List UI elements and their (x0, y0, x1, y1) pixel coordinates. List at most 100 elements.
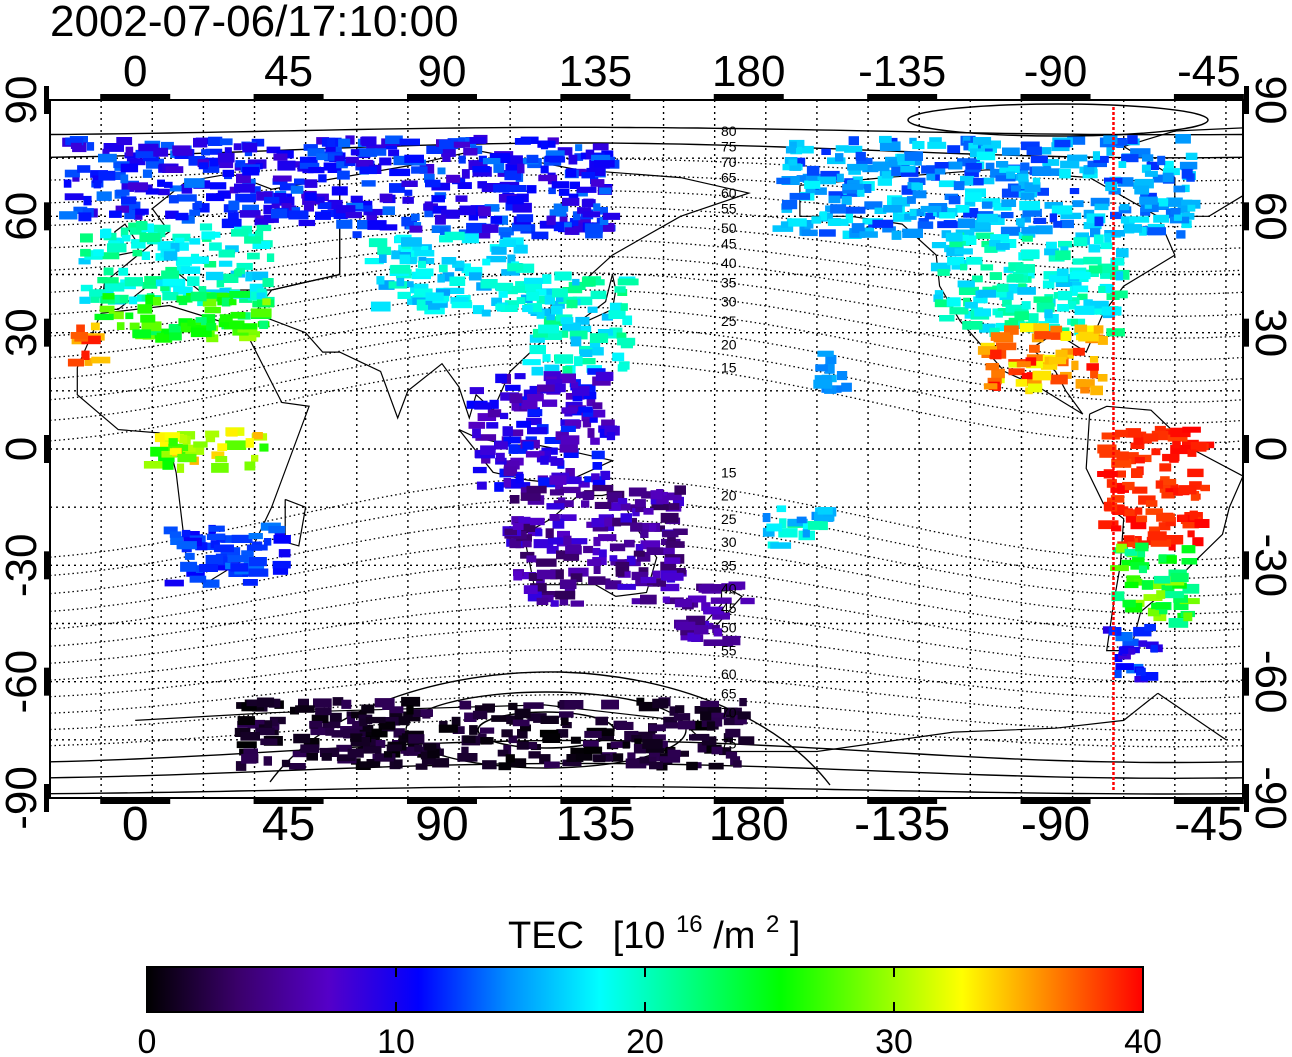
tec-cell (543, 316, 563, 326)
tec-cell (836, 173, 844, 182)
top-lon-tick-label: 45 (264, 47, 313, 96)
tec-cell (192, 203, 200, 210)
tec-cell (570, 538, 588, 545)
tec-cell (102, 293, 115, 300)
tec-cell (165, 210, 179, 219)
tec-cell (996, 161, 1009, 168)
tec-cell (1144, 623, 1156, 632)
tec-cell (489, 399, 499, 409)
tec-cell (933, 294, 942, 302)
tec-cell (531, 366, 544, 376)
tec-cell (1090, 385, 1103, 396)
tec-cell (527, 427, 548, 435)
tec-cell (246, 699, 259, 707)
tec-cell (418, 257, 427, 264)
tec-cell (947, 256, 965, 266)
tec-cell (1192, 537, 1204, 547)
tec-cell (1101, 432, 1120, 440)
japan-coast (577, 274, 617, 326)
tec-cell (1076, 293, 1088, 301)
tec-cell (1172, 440, 1181, 449)
tec-cell (954, 248, 973, 255)
colorbar-tick-label: 0 (138, 1023, 157, 1057)
tec-cell (325, 727, 335, 736)
tec-cell (401, 733, 413, 740)
tec-cell (503, 436, 521, 444)
tec-cell (830, 204, 846, 214)
tec-cell (490, 216, 503, 224)
tec-cell (568, 405, 587, 412)
tec-cell (607, 492, 622, 503)
tec-cell (469, 272, 482, 281)
tec-cell (1027, 383, 1043, 393)
tec-cell (960, 236, 970, 246)
tec-cell (1089, 308, 1105, 315)
tec-cell (176, 295, 193, 303)
tec-cell (728, 581, 746, 590)
tec-cell (558, 188, 570, 196)
tec-cell (708, 762, 724, 770)
tec-cell (630, 522, 643, 532)
tec-cell (1008, 368, 1025, 376)
tec-region-gulf-mexico (977, 323, 1108, 396)
tec-cell (121, 196, 137, 205)
tec-cell (350, 733, 362, 742)
tec-cell (527, 394, 544, 402)
tec-cell (636, 552, 651, 562)
tec-cell (453, 141, 470, 148)
tec-cell (1181, 168, 1193, 179)
tec-cell (911, 182, 923, 191)
north-magnetic-pole-contour (907, 103, 1209, 137)
tec-cell (491, 715, 508, 722)
tec-cell (916, 209, 925, 217)
tec-cell (1044, 248, 1060, 256)
tec-cell (442, 153, 451, 162)
tec-cell (515, 473, 524, 484)
tec-cell (155, 253, 164, 261)
tec-cell (529, 345, 546, 355)
tec-cell (81, 350, 90, 360)
tec-cell (188, 156, 206, 166)
contour-label: 25 (721, 511, 737, 527)
tec-cell (686, 615, 706, 626)
tec-cell (277, 160, 296, 171)
tec-cell (272, 568, 289, 575)
tec-cell (208, 525, 225, 532)
tec-cell (279, 183, 296, 191)
tec-cell (180, 561, 198, 572)
tec-cell (186, 566, 205, 577)
tec-cell (407, 739, 419, 749)
tec-region-central-asia (364, 231, 535, 317)
tec-cell (398, 716, 410, 726)
tec-cell (973, 178, 984, 186)
tec-cell (1130, 520, 1147, 530)
right-lat-tick-label: 30 (1246, 308, 1292, 357)
tec-cell (1072, 285, 1089, 293)
frame-ticks (44, 86, 1249, 812)
tec-cell (504, 170, 521, 181)
tec-cell (913, 158, 922, 166)
tec-cell (845, 206, 866, 214)
tec-cell (841, 382, 852, 392)
tec-cell (408, 734, 425, 744)
tec-cell (539, 450, 551, 458)
right-lat-tick-label: 60 (1246, 192, 1292, 241)
tec-cell (1093, 234, 1104, 244)
tec-cell (124, 209, 136, 220)
tec-cell (505, 478, 524, 489)
tec-cell (80, 233, 93, 243)
tec-cell (248, 557, 267, 567)
tec-cell (1156, 590, 1166, 599)
tec-cell (1132, 486, 1148, 494)
tec-cell (223, 320, 245, 330)
tec-cell (93, 249, 104, 257)
tec-cell (1105, 181, 1118, 192)
tec-cell (1025, 379, 1042, 387)
tec-cell (497, 749, 509, 757)
tec-region-south-america-south (1110, 542, 1200, 628)
tec-cell (891, 230, 902, 240)
tec-cell (815, 364, 828, 372)
tec-cell (379, 157, 392, 166)
tec-cell (1168, 618, 1189, 628)
tec-cell (145, 294, 155, 305)
